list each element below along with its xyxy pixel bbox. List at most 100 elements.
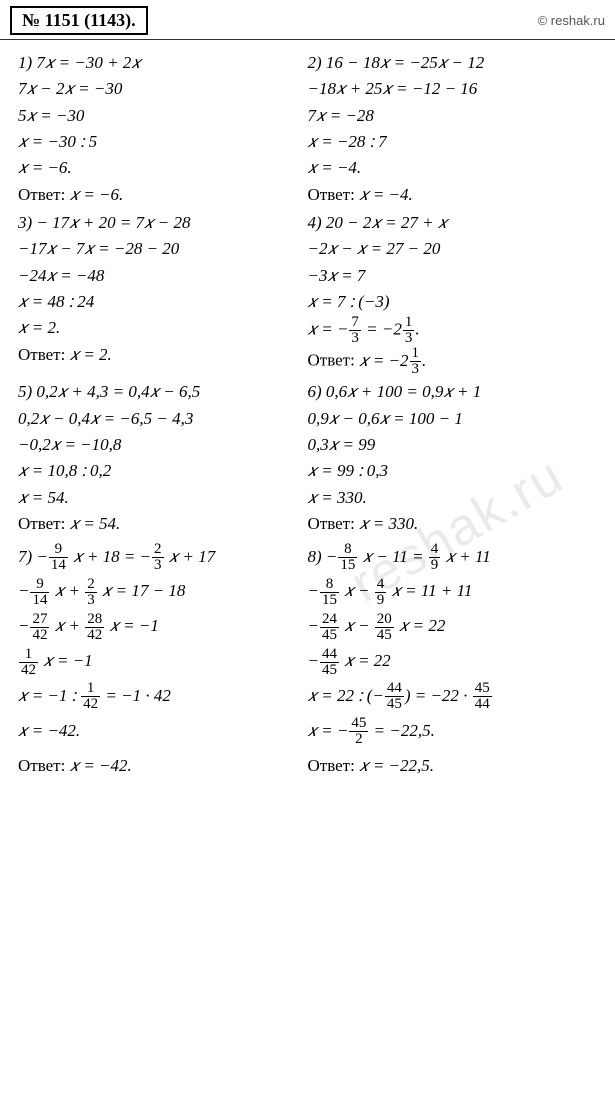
p5-l1: 5) 0,2𝑥 + 4,3 = 0,4𝑥 − 6,5 [18,379,308,405]
problem-5: 5) 0,2𝑥 + 4,3 = 0,4𝑥 − 6,5 0,2𝑥 − 0,4𝑥 =… [18,379,308,537]
p2-ans-label: Ответ: [308,185,360,204]
problem-3: 3) − 17𝑥 + 20 = 7𝑥 − 28 −17𝑥 − 7𝑥 = −28 … [18,210,308,377]
p2-l3: 7𝑥 = −28 [308,103,598,129]
p8-xm2: 𝑥 − [340,616,374,635]
p1-answer: Ответ: 𝑥 = −6. [18,182,308,208]
p7-em1: 𝑥 = −1 [105,616,159,635]
p7-e1718: 𝑥 = 17 − 18 [98,581,186,600]
p7-xp: 𝑥 + [50,581,84,600]
row-3-4: 3) − 17𝑥 + 20 = 7𝑥 − 28 −17𝑥 − 7𝑥 = −28 … [18,210,597,379]
p2-ans-val: 𝑥 = −4. [359,185,413,204]
p8-ans-val: 𝑥 = −22,5. [359,756,434,775]
p5-l4: 𝑥 = 10,8 ∶ 0,2 [18,458,308,484]
p5-ans-val: 𝑥 = 54. [70,514,121,533]
p8-f8b: 8 [320,577,339,593]
p4-af2n: 1 [410,346,422,362]
p2-l4: 𝑥 = −28 ∶ 7 [308,129,598,155]
p8-f45b: 45 [375,628,394,643]
p7-f1: 1 [19,647,38,663]
p8-m2: − [308,616,319,635]
p6-l2: 0,9𝑥 − 0,6𝑥 = 100 − 1 [308,406,598,432]
p4-ans-prefix: 𝑥 = −2 [359,351,408,370]
p5-l2: 0,2𝑥 − 0,4𝑥 = −6,5 − 4,3 [18,406,308,432]
p7-xp2: 𝑥 + [50,616,84,635]
p8-f20: 20 [375,612,394,628]
p7-f1b: 1 [81,681,100,697]
p8-l1: 8) −815 𝑥 − 11 = 49 𝑥 + 11 [308,540,598,575]
p8-f15a: 15 [338,558,357,573]
p7-l5: 𝑥 = −1 ∶ 142 = −1 · 42 [18,679,308,714]
problem-6: 6) 0,6𝑥 + 100 = 0,9𝑥 + 1 0,9𝑥 − 0,6𝑥 = 1… [308,379,598,537]
p8-f45c: 45 [320,663,339,678]
p7-ans-val: 𝑥 = −42. [70,756,132,775]
p7-l6: 𝑥 = −42. [18,714,308,749]
p7-f42a: 42 [30,628,49,643]
p4-af2d: 3 [410,362,422,377]
p7-e142: = −1 · 42 [101,686,171,705]
p8-e22: 𝑥 = 22 [395,616,446,635]
p8-f9a: 9 [429,558,441,573]
p3-ans-label: Ответ: [18,345,70,364]
p6-l1: 6) 0,6𝑥 + 100 = 0,9𝑥 + 1 [308,379,598,405]
content-area: 1) 7𝑥 = −30 + 2𝑥 7𝑥 − 2𝑥 = −30 5𝑥 = −30 … [0,40,615,795]
problem-7: 7) −914 𝑥 + 18 = −23 𝑥 + 17 −914 𝑥 + 23 … [18,540,308,784]
row-1-2: 1) 7𝑥 = −30 + 2𝑥 7𝑥 − 2𝑥 = −30 5𝑥 = −30 … [18,50,597,210]
p3-l4: 𝑥 = 48 ∶ 24 [18,289,308,315]
p8-f2: 2 [349,732,368,747]
p3-l2: −17𝑥 − 7𝑥 = −28 − 20 [18,236,308,262]
p5-l3: −0,2𝑥 = −10,8 [18,432,308,458]
p1-ans-label: Ответ: [18,185,70,204]
p1-l3: 5𝑥 = −30 [18,103,308,129]
p8-e1111: 𝑥 = 11 + 11 [387,581,472,600]
p7-l4: 142 𝑥 = −1 [18,644,308,679]
p7-f27: 27 [30,612,49,628]
p8-f4b: 4 [375,577,387,593]
header-row: № 1151 (1143). © reshak.ru [0,0,615,40]
p8-l2: −815 𝑥 − 49 𝑥 = 11 + 11 [308,574,598,609]
p2-l2: −18𝑥 + 25𝑥 = −12 − 16 [308,76,598,102]
p8-xm: 𝑥 − [340,581,374,600]
p8-xd: 𝑥 = 22 ∶ (− [308,686,384,705]
problem-1: 1) 7𝑥 = −30 + 2𝑥 7𝑥 − 2𝑥 = −30 5𝑥 = −30 … [18,50,308,208]
p8-f44a: 44 [320,647,339,663]
row-5-6: 5) 0,2𝑥 + 4,3 = 0,4𝑥 − 6,5 0,2𝑥 − 0,4𝑥 =… [18,379,597,539]
p8-f4a: 4 [429,542,441,558]
p8-ce: ) = −22 · [405,686,472,705]
p7-f28: 28 [85,612,104,628]
p7-f42b: 42 [85,628,104,643]
p4-f1d: 3 [349,331,361,346]
copyright-text: © reshak.ru [538,13,605,28]
p7-f42c: 42 [19,663,38,678]
p3-answer: Ответ: 𝑥 = 2. [18,342,308,368]
p4-f2d: 3 [403,331,415,346]
p3-l3: −24𝑥 = −48 [18,263,308,289]
p7-em1b: 𝑥 = −1 [39,651,93,670]
p8-xm11: 𝑥 − 11 = [358,547,427,566]
p8-l5: 𝑥 = 22 ∶ (−4445) = −22 · 4544 [308,679,598,714]
p6-ans-val: 𝑥 = 330. [359,514,418,533]
p6-ans-label: Ответ: [308,514,360,533]
p8-l4: −4445 𝑥 = 22 [308,644,598,679]
p2-l5: 𝑥 = −4. [308,155,598,181]
p1-ans-val: 𝑥 = −6. [70,185,124,204]
p8-l3: −2445 𝑥 − 2045 𝑥 = 22 [308,609,598,644]
p8-ans-label: Ответ: [308,756,360,775]
p8-xp11: 𝑥 + 11 [441,547,490,566]
p8-f45f: 45 [349,716,368,732]
p7-f42d: 42 [81,697,100,712]
p4-f1n: 7 [349,315,361,331]
p8-e225: = −22,5. [369,721,434,740]
p4-ans-val: 𝑥 = −213. [359,351,426,370]
p8-answer: Ответ: 𝑥 = −22,5. [308,749,598,784]
problem-4: 4) 20 − 2𝑥 = 27 + 𝑥 −2𝑥 − 𝑥 = 27 − 20 −3… [308,210,598,377]
page-title: № 1151 (1143). [10,6,148,35]
p8-f44b: 44 [385,681,404,697]
p5-answer: Ответ: 𝑥 = 54. [18,511,308,537]
p7-f2b: 2 [85,577,97,593]
p7-f2a: 2 [152,542,164,558]
p7-f9b: 9 [30,577,49,593]
p7-l2: −914 𝑥 + 23 𝑥 = 17 − 18 [18,574,308,609]
p8-f45a: 45 [320,628,339,643]
problem-8: 8) −815 𝑥 − 11 = 49 𝑥 + 11 −815 𝑥 − 49 𝑥… [308,540,598,784]
p2-l1: 2) 16 − 18𝑥 = −25𝑥 − 12 [308,50,598,76]
